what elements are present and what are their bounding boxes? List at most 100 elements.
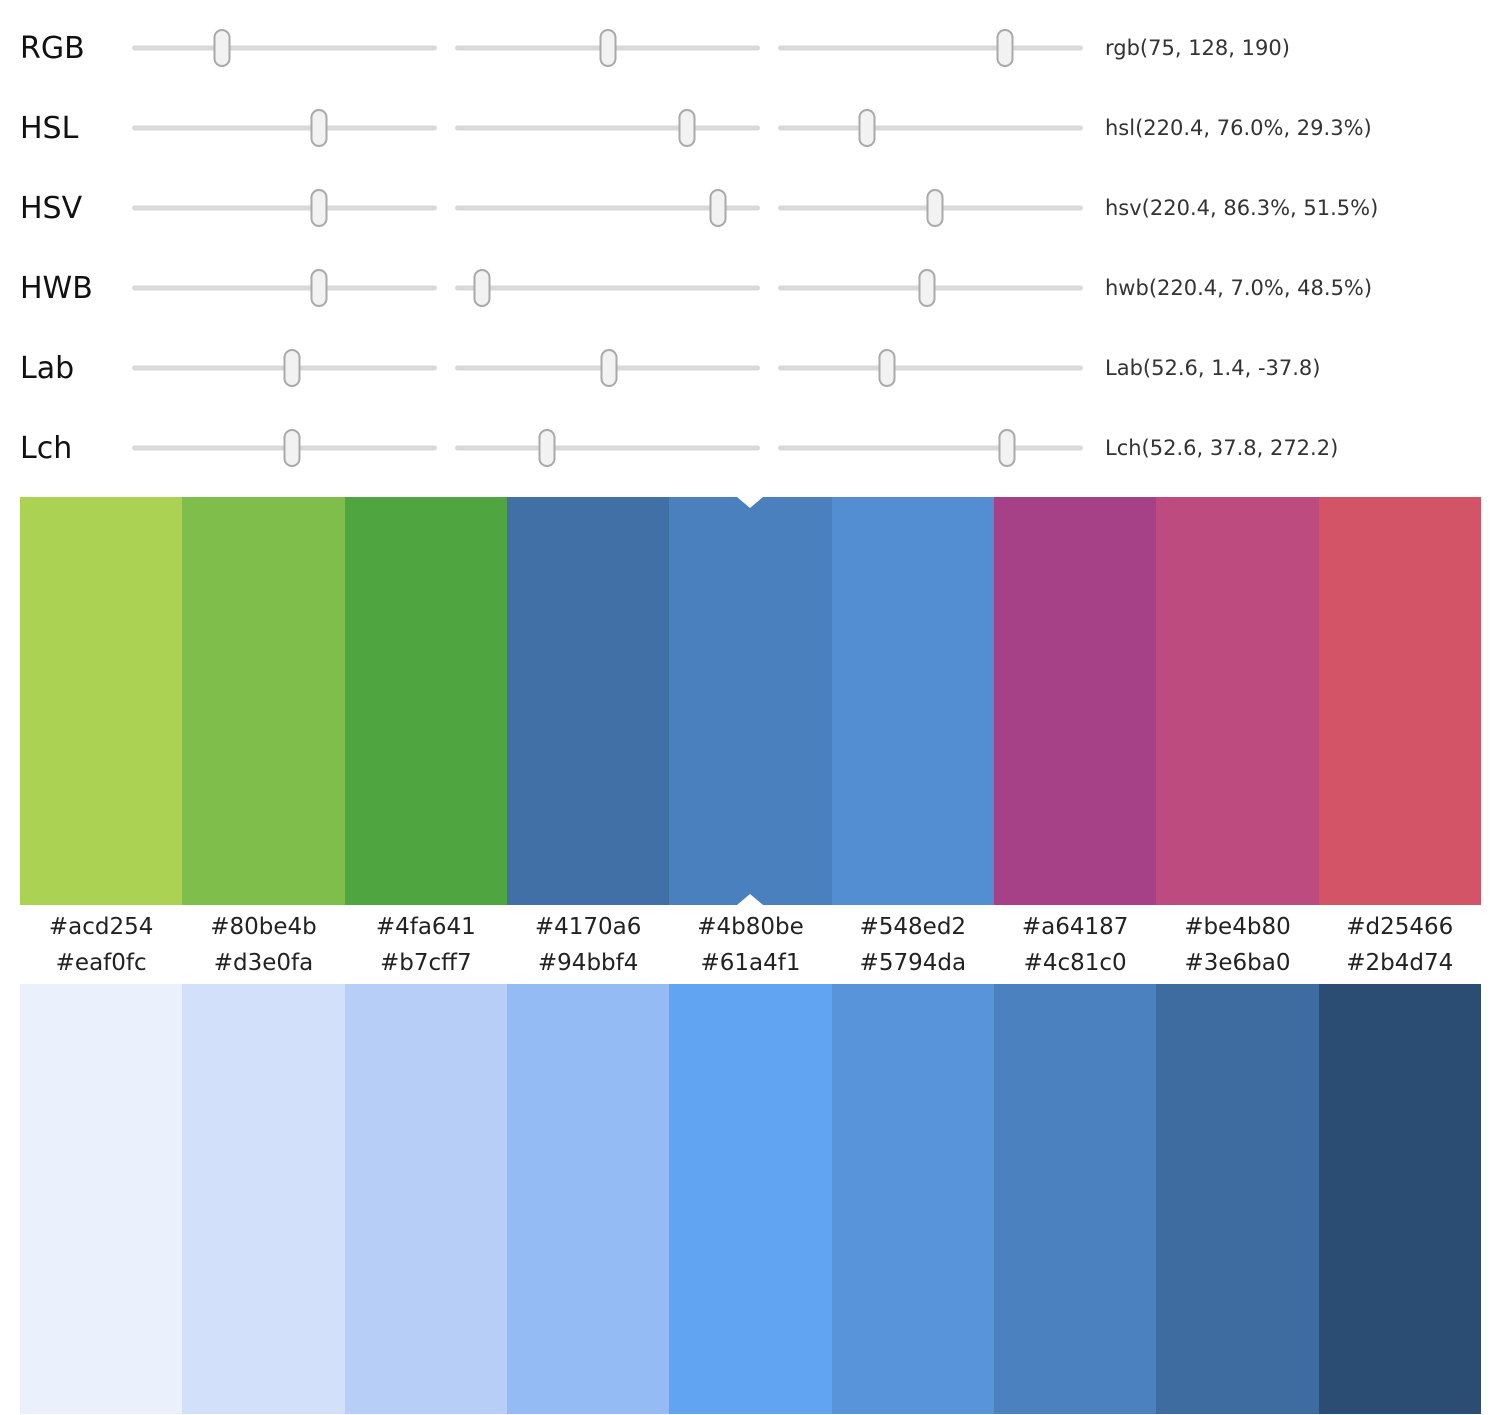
hex-label: #2b4d74 (1346, 950, 1454, 976)
hue-palette (20, 497, 1481, 905)
lab-slider-1[interactable] (132, 346, 437, 390)
shade-palette (20, 984, 1481, 1414)
lab-slider-3[interactable] (778, 346, 1083, 390)
palette-swatch[interactable] (20, 497, 183, 905)
hex-label-selected: #4b80be (697, 914, 804, 940)
slider-thumb[interactable] (858, 109, 876, 147)
rgb-slider-2[interactable] (455, 26, 760, 70)
palette-swatch[interactable] (1156, 497, 1319, 905)
slider-thumb[interactable] (473, 269, 491, 307)
slider-track[interactable] (132, 205, 437, 211)
slider-thumb[interactable] (600, 349, 618, 387)
slider-thumb[interactable] (926, 189, 944, 227)
hex-label: #eaf0fc (55, 950, 147, 976)
hsl-slider-2[interactable] (455, 106, 760, 150)
hwb-slider-2[interactable] (455, 266, 760, 310)
hwb-slider-3[interactable] (778, 266, 1083, 310)
slider-row-hsv: HSV hsv(220.4, 86.3%, 51.5%) (20, 168, 1501, 248)
rgb-slider-1[interactable] (132, 26, 437, 70)
slider-track[interactable] (455, 445, 760, 451)
slider-row-hwb: HWB hwb(220.4, 7.0%, 48.5%) (20, 248, 1501, 328)
slider-track[interactable] (132, 45, 437, 51)
lab-sliders (132, 346, 1083, 390)
slider-thumb[interactable] (538, 429, 556, 467)
palette-swatch[interactable] (1318, 497, 1481, 905)
hsl-slider-1[interactable] (132, 106, 437, 150)
lch-slider-3[interactable] (778, 426, 1083, 470)
palette-swatch[interactable] (344, 984, 507, 1414)
slider-thumb[interactable] (878, 349, 896, 387)
lch-sliders (132, 426, 1083, 470)
slider-row-lab: Lab Lab(52.6, 1.4, -37.8) (20, 328, 1501, 408)
slider-thumb[interactable] (996, 29, 1014, 67)
palette-swatch[interactable] (344, 497, 507, 905)
lch-slider-2[interactable] (455, 426, 760, 470)
palette-swatch[interactable] (831, 984, 994, 1414)
hue-palette-hex-labels: #acd254 #80be4b #4fa641 #4170a6 #4b80be … (20, 905, 1481, 945)
slider-thumb[interactable] (213, 29, 231, 67)
slider-thumb[interactable] (918, 269, 936, 307)
colorspace-label-hsl: HSL (20, 110, 79, 146)
color-slider-panel: RGB rgb(75, 128, 190) HSL (0, 0, 1501, 488)
slider-thumb[interactable] (599, 29, 617, 67)
colorspace-label-lab: Lab (20, 350, 75, 386)
hex-label: #3e6ba0 (1184, 950, 1291, 976)
palette-swatch[interactable] (993, 984, 1157, 1414)
hsl-sliders (132, 106, 1083, 150)
hsv-slider-3[interactable] (778, 186, 1083, 230)
selection-notch-top (737, 497, 764, 508)
slider-thumb[interactable] (310, 189, 328, 227)
slider-track[interactable] (778, 125, 1083, 131)
palette-swatch[interactable] (1156, 984, 1319, 1414)
hwb-value-text: hwb(220.4, 7.0%, 48.5%) (1105, 276, 1373, 300)
rgb-value-text: rgb(75, 128, 190) (1105, 36, 1290, 60)
slider-track[interactable] (132, 125, 437, 131)
palette-swatch[interactable] (182, 497, 345, 905)
palette-swatch[interactable] (1318, 984, 1481, 1414)
slider-track[interactable] (132, 285, 437, 291)
palette-swatch[interactable] (20, 984, 183, 1414)
slider-thumb[interactable] (709, 189, 727, 227)
slider-thumb[interactable] (283, 429, 300, 467)
hsl-slider-3[interactable] (778, 106, 1083, 150)
slider-thumb[interactable] (310, 109, 328, 147)
hwb-slider-1[interactable] (132, 266, 437, 310)
palette-swatch[interactable] (506, 984, 670, 1414)
slider-track[interactable] (778, 45, 1083, 51)
slider-thumb[interactable] (310, 269, 328, 307)
hsv-slider-2[interactable] (455, 186, 760, 230)
rgb-slider-3[interactable] (778, 26, 1083, 70)
palette-swatch[interactable] (182, 984, 345, 1414)
slider-track[interactable] (455, 125, 760, 131)
slider-thumb[interactable] (678, 109, 696, 147)
hex-label: #acd254 (48, 914, 154, 940)
hex-label: #4c81c0 (1023, 950, 1127, 976)
hex-label: #be4b80 (1184, 914, 1291, 940)
palette-swatch[interactable] (506, 497, 670, 905)
hex-label: #d3e0fa (213, 950, 314, 976)
hsv-slider-1[interactable] (132, 186, 437, 230)
slider-thumb[interactable] (283, 349, 301, 387)
palette-swatch-selected[interactable] (669, 497, 832, 905)
palette-swatch[interactable] (669, 984, 832, 1414)
lab-slider-2[interactable] (455, 346, 760, 390)
lab-value-text: Lab(52.6, 1.4, -37.8) (1105, 356, 1321, 380)
lch-slider-1[interactable] (132, 426, 437, 470)
colorspace-label-rgb: RGB (20, 30, 85, 66)
hex-label: #548ed2 (859, 914, 967, 940)
selection-notch-bottom (737, 894, 764, 905)
hsv-sliders (132, 186, 1083, 230)
slider-track[interactable] (455, 285, 760, 291)
slider-thumb[interactable] (998, 429, 1016, 467)
hex-label: #80be4b (210, 914, 317, 940)
slider-track[interactable] (778, 445, 1083, 451)
slider-track[interactable] (778, 365, 1083, 371)
slider-row-rgb: RGB rgb(75, 128, 190) (20, 8, 1501, 88)
colorspace-label-lch: Lch (20, 430, 73, 466)
hex-label: #b7cff7 (380, 950, 472, 976)
palette-swatch[interactable] (993, 497, 1157, 905)
slider-row-lch: Lch Lch(52.6, 37.8, 272.2) (20, 408, 1501, 488)
palette-swatch[interactable] (831, 497, 994, 905)
slider-track[interactable] (455, 205, 760, 211)
hex-label: #61a4f1 (700, 950, 801, 976)
